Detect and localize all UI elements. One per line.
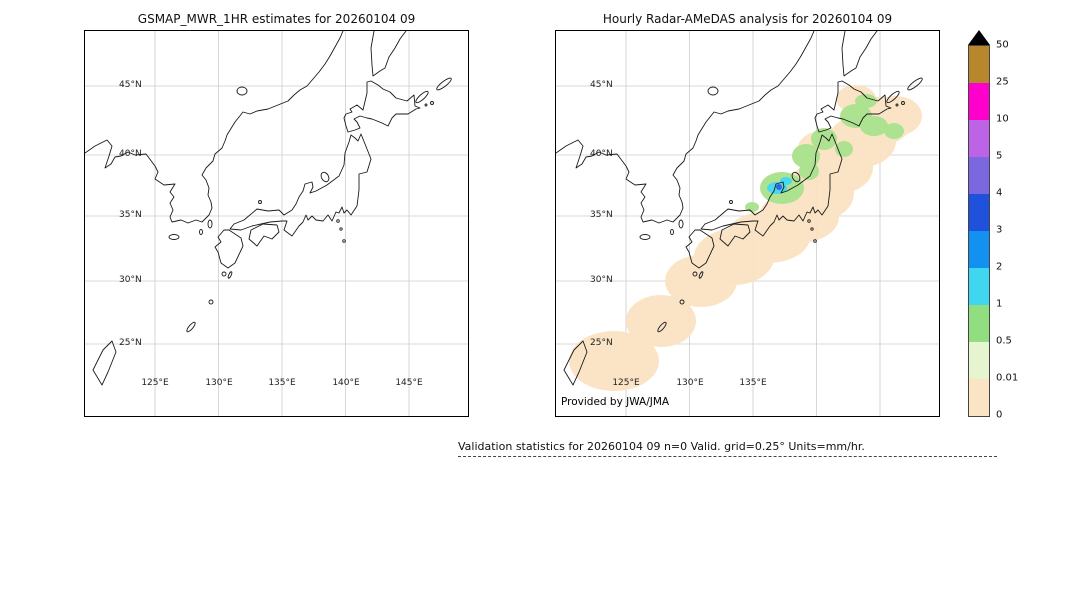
colorbar-tick-6: 2 — [996, 261, 1003, 273]
colorbar-tick-5: 3 — [996, 224, 1003, 236]
colorbar-tick-9: 0.01 — [996, 372, 1019, 384]
lon-label-125e: 125°E — [612, 378, 640, 388]
colorbar-segment-7 — [969, 305, 989, 342]
lon-label-140e: 140°E — [332, 378, 360, 388]
lon-label-130e: 130°E — [205, 378, 233, 388]
precip-heavy-cell — [776, 184, 782, 190]
lon-label-135e: 135°E — [739, 378, 767, 388]
lat-label-45n: 45°N — [119, 80, 142, 90]
precipitation-overlay — [569, 85, 922, 391]
lon-label-145e: 145°E — [395, 378, 423, 388]
gsmap-map-svg — [85, 31, 468, 416]
colorbar-tick-3: 5 — [996, 150, 1003, 162]
data-credit: Provided by JWA/JMA — [561, 396, 670, 408]
colorbar-segment-0 — [969, 46, 989, 83]
overflow-triangle-shape — [968, 30, 990, 45]
lat-label-25n: 25°N — [590, 338, 613, 348]
colorbar-segment-5 — [969, 231, 989, 268]
radar-amedas-map-svg — [556, 31, 939, 416]
colorbar-tick-0: 50 — [996, 39, 1009, 51]
colorbar-tick-4: 4 — [996, 187, 1003, 199]
colorbar-overflow-triangle — [968, 30, 990, 45]
colorbar-tick-8: 0.5 — [996, 335, 1012, 347]
dashed-divider — [458, 456, 997, 457]
validation-annotation: Validation statistics for 20260104 09 n=… — [458, 440, 865, 453]
lon-label-125e: 125°E — [141, 378, 169, 388]
colorbar-tick-7: 1 — [996, 298, 1003, 310]
gridlines — [85, 31, 468, 416]
left-panel-title: GSMAP_MWR_1HR estimates for 20260104 09 — [137, 12, 416, 26]
colorbar-segment-3 — [969, 157, 989, 194]
right-panel-title: Hourly Radar-AMeDAS analysis for 2026010… — [602, 12, 893, 26]
colorbar-tick-1: 25 — [996, 76, 1009, 88]
colorbar-segment-2 — [969, 120, 989, 157]
colorbar-ticks: 50 25 10 5 4 3 2 1 0.5 0.01 0 — [968, 30, 1040, 425]
lat-label-35n: 35°N — [119, 210, 142, 220]
lat-label-25n: 25°N — [119, 338, 142, 348]
colorbar-segment-4 — [969, 194, 989, 231]
radar-amedas-map-panel: 45°N 40°N 35°N 30°N 25°N 125°E 130°E 135… — [555, 30, 940, 417]
colorbar-segment-1 — [969, 83, 989, 120]
colorbar-segments — [968, 45, 990, 417]
colorbar-tick-10: 0 — [996, 409, 1003, 421]
lon-label-130e: 130°E — [676, 378, 704, 388]
lon-label-135e: 135°E — [268, 378, 296, 388]
lat-label-30n: 30°N — [119, 275, 142, 285]
lat-label-45n: 45°N — [590, 80, 613, 90]
colorbar-segment-6 — [969, 268, 989, 305]
colorbar-segment-9 — [969, 379, 989, 416]
lat-label-40n: 40°N — [590, 149, 613, 159]
colorbar-segment-8 — [969, 342, 989, 379]
gsmap-map-panel: 45°N 40°N 35°N 30°N 25°N 125°E 130°E 135… — [84, 30, 469, 417]
colorbar-tick-2: 10 — [996, 113, 1009, 125]
lat-label-30n: 30°N — [590, 275, 613, 285]
precip-trace-band — [569, 85, 922, 391]
colorbar: 50 25 10 5 4 3 2 1 0.5 0.01 0 — [968, 30, 1040, 425]
lat-label-40n: 40°N — [119, 149, 142, 159]
lat-label-35n: 35°N — [590, 210, 613, 220]
